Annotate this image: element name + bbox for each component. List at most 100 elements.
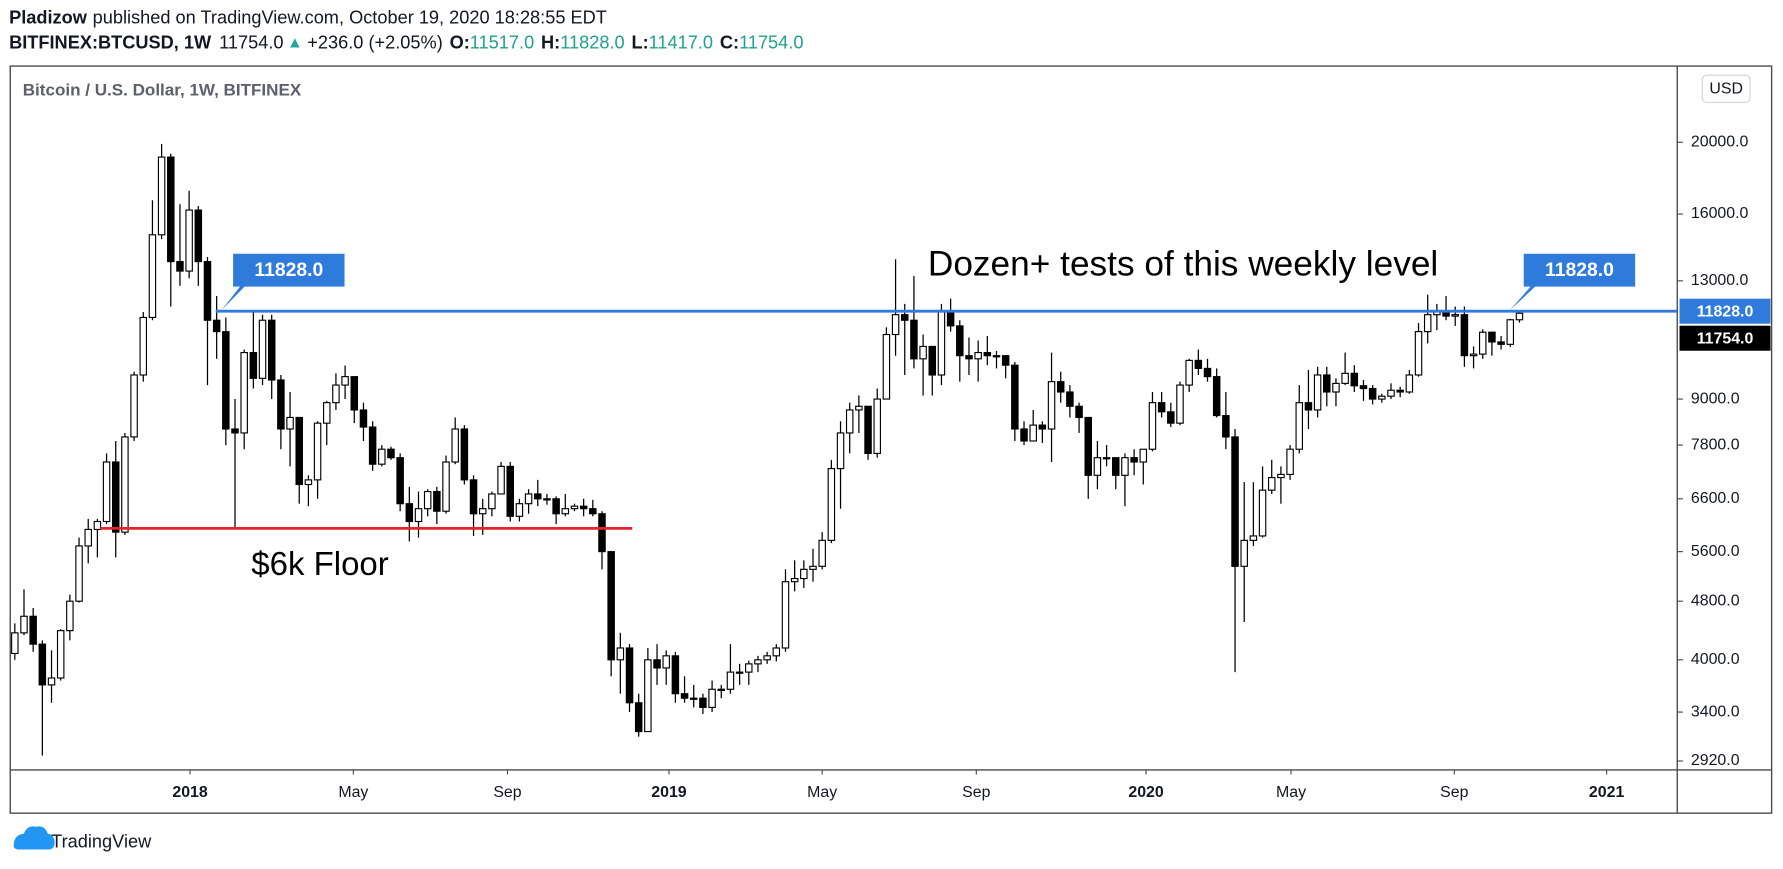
- candle-body: [772, 647, 781, 657]
- candle-body: [708, 688, 716, 708]
- ohlc-label: L:: [631, 32, 648, 52]
- candle-body: [414, 508, 423, 523]
- candle-body: [1112, 457, 1120, 476]
- candle-body: [1102, 457, 1111, 460]
- candle-body: [1286, 448, 1294, 475]
- ohlc-label: C:: [720, 32, 739, 52]
- annotation: $6k Floor: [251, 545, 388, 582]
- candle-body: [396, 457, 404, 505]
- candle-body: [644, 659, 652, 733]
- y-tick-label: 3400.0: [1691, 703, 1740, 720]
- ticker-line: BITFINEX:BTCUSD, 1W 11754.0 ▲ +236.0 (+2.05…: [9, 32, 803, 52]
- x-tick-label: 2021: [1589, 784, 1625, 801]
- author: Pladizow: [9, 7, 88, 27]
- plot-area: [11, 143, 1678, 756]
- candle-body: [84, 528, 92, 547]
- level-axis-tag: [1679, 298, 1771, 324]
- candle-body: [203, 261, 212, 321]
- candle-body: [478, 508, 487, 515]
- candle-body: [1423, 314, 1432, 333]
- candle-body: [1139, 448, 1148, 463]
- candle-body: [387, 448, 395, 459]
- candle-body: [313, 422, 322, 481]
- candle-body: [790, 577, 799, 583]
- candle-body: [1267, 477, 1276, 491]
- candle-body: [745, 663, 753, 673]
- last-price: 11754.0: [219, 32, 283, 52]
- currency-button[interactable]: [1701, 74, 1751, 104]
- candle-body: [277, 379, 285, 430]
- candle-body: [222, 331, 230, 430]
- candle-body: [524, 493, 533, 505]
- candle-body: [1066, 391, 1074, 407]
- candle-body: [717, 688, 726, 691]
- candle-body: [1341, 372, 1349, 384]
- candle-body: [1167, 411, 1175, 424]
- candle-body: [515, 503, 524, 517]
- annotation: Dozen+ tests of this weekly level: [928, 245, 1438, 284]
- candle-body: [928, 345, 937, 376]
- candle-body: [359, 409, 368, 428]
- candle-body: [1387, 389, 1395, 397]
- candle-body: [699, 697, 707, 708]
- candle-body: [1414, 331, 1423, 376]
- y-tick-label: 4800.0: [1691, 592, 1740, 609]
- candle-body: [680, 693, 689, 699]
- ohlc-label: H:: [541, 32, 560, 52]
- candle-body: [139, 316, 148, 376]
- candle-body: [1212, 376, 1221, 417]
- candle-body: [983, 352, 992, 357]
- candle-body: [75, 545, 83, 602]
- y-tick-label: 4000.0: [1691, 651, 1740, 668]
- last-price-tag: [1679, 325, 1771, 351]
- candle-body: [433, 490, 441, 512]
- candle-body: [1378, 395, 1386, 400]
- candle-body: [625, 647, 634, 704]
- candle-body: [1001, 355, 1010, 366]
- candle-body: [102, 461, 111, 523]
- candle-body: [1469, 353, 1478, 357]
- candle-body: [1506, 319, 1515, 345]
- candle-body: [992, 355, 1001, 358]
- candle-body: [1038, 424, 1047, 430]
- candle-body: [809, 565, 817, 570]
- currency-label[interactable]: USD: [1709, 81, 1743, 98]
- candle-body: [1075, 405, 1083, 419]
- candle-body: [1084, 416, 1092, 476]
- candle-body: [341, 376, 349, 386]
- candle-body: [937, 311, 946, 376]
- candle-body: [1093, 457, 1102, 476]
- candle-body: [864, 405, 872, 454]
- candle-body: [295, 416, 303, 486]
- candle-body: [965, 355, 973, 360]
- candle-body: [1405, 374, 1414, 393]
- brand: TradingView: [51, 832, 152, 852]
- candle-body: [1515, 312, 1524, 321]
- candle-body: [1460, 314, 1469, 357]
- publish-line: Pladizow published on TradingView.com, Oc…: [9, 7, 607, 27]
- x-tick-label: 2019: [651, 784, 687, 801]
- candle-body: [1240, 539, 1248, 567]
- callout-box: [221, 253, 345, 311]
- candle-body: [763, 655, 771, 661]
- candle-body: [20, 615, 28, 634]
- y-tick-label: 2920.0: [1691, 752, 1740, 769]
- candle-body: [185, 209, 193, 272]
- candle-body: [836, 432, 845, 470]
- candle-body: [800, 568, 808, 580]
- candle-body: [1478, 331, 1487, 355]
- candle-body: [534, 493, 542, 500]
- x-tick-label: 2018: [172, 784, 208, 801]
- candle-body: [726, 671, 735, 690]
- candle-body: [1277, 473, 1285, 479]
- candle-body: [882, 333, 891, 400]
- candle-body: [689, 697, 698, 700]
- candle-body: [488, 493, 496, 510]
- candle-body: [543, 498, 551, 501]
- candle-body: [891, 314, 900, 336]
- candle-body: [451, 428, 459, 463]
- candle-body: [1121, 457, 1129, 476]
- candle-body: [121, 436, 129, 533]
- candle-body: [47, 677, 56, 686]
- candle-body: [212, 319, 221, 333]
